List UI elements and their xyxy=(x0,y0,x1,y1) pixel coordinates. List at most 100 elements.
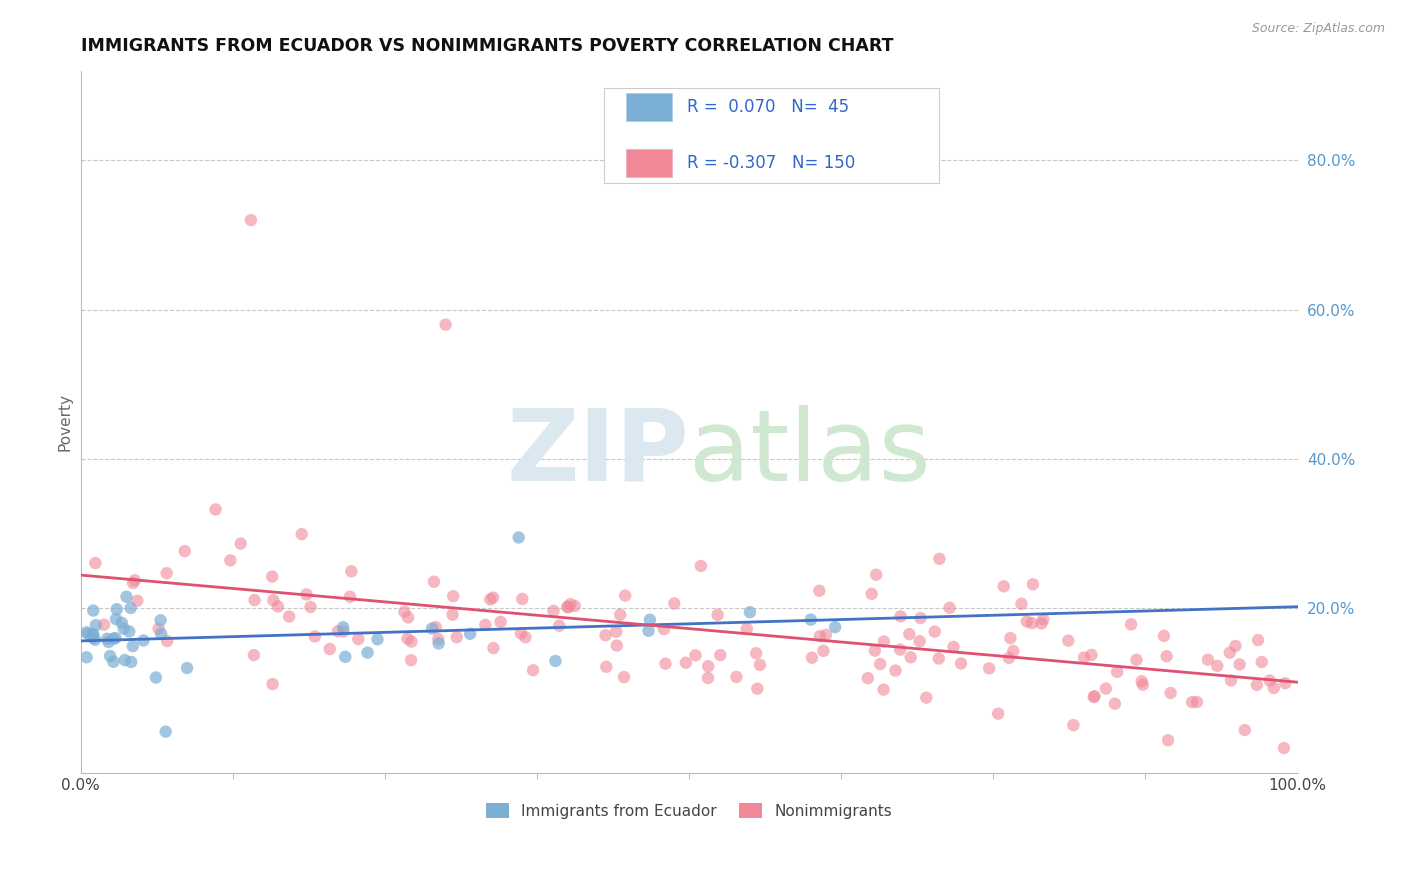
Point xyxy=(1062,718,1084,732)
Y-axis label: Poverty: Poverty xyxy=(58,392,72,450)
Point xyxy=(441,607,464,622)
Point xyxy=(638,613,661,627)
Point xyxy=(928,551,950,566)
Point xyxy=(690,559,713,574)
Point xyxy=(889,642,911,657)
Point xyxy=(1153,629,1175,643)
Point xyxy=(482,591,505,605)
Point xyxy=(1157,733,1180,747)
Legend: Immigrants from Ecuador, Nonimmigrants: Immigrants from Ecuador, Nonimmigrants xyxy=(479,797,898,825)
Point xyxy=(884,664,907,678)
Point xyxy=(1080,648,1102,662)
Point xyxy=(97,635,120,649)
Point xyxy=(1125,653,1147,667)
Point xyxy=(396,632,419,646)
Point xyxy=(82,631,104,645)
Point xyxy=(115,590,138,604)
Point xyxy=(738,605,761,619)
Point xyxy=(814,628,837,642)
Point xyxy=(295,587,318,601)
Point xyxy=(890,609,912,624)
Point xyxy=(910,611,932,625)
Point xyxy=(427,636,450,650)
Point xyxy=(1107,665,1129,679)
Point xyxy=(808,629,831,643)
Point xyxy=(304,630,326,644)
Point xyxy=(219,553,242,567)
Point xyxy=(613,670,636,684)
Point xyxy=(132,633,155,648)
Point xyxy=(121,639,143,653)
Point xyxy=(747,681,769,696)
Point xyxy=(1095,681,1118,696)
Point xyxy=(725,670,748,684)
Point xyxy=(1000,631,1022,645)
Point xyxy=(76,650,98,665)
Point xyxy=(813,644,835,658)
Point xyxy=(1181,695,1204,709)
Point xyxy=(979,661,1001,675)
Point xyxy=(908,634,931,648)
Point xyxy=(243,593,266,607)
Point xyxy=(103,632,125,646)
Point xyxy=(1258,673,1281,688)
Point xyxy=(427,632,450,647)
Point xyxy=(278,609,301,624)
Point xyxy=(82,628,104,642)
Point xyxy=(291,527,314,541)
Point xyxy=(1197,653,1219,667)
Point xyxy=(544,654,567,668)
Text: R =  0.070   N=  45: R = 0.070 N= 45 xyxy=(686,98,849,116)
Point xyxy=(664,597,686,611)
Point xyxy=(176,661,198,675)
Point xyxy=(104,631,127,645)
Point xyxy=(709,648,731,662)
Point xyxy=(675,656,697,670)
Point xyxy=(122,576,145,591)
Point xyxy=(105,612,128,626)
Point xyxy=(1247,633,1270,648)
Point xyxy=(697,671,720,685)
Point xyxy=(347,632,370,646)
Point xyxy=(434,318,457,332)
Point xyxy=(949,657,972,671)
Point xyxy=(560,597,582,611)
Point xyxy=(155,724,177,739)
Point xyxy=(76,625,98,640)
Text: atlas: atlas xyxy=(689,405,931,502)
Point xyxy=(1185,695,1208,709)
Point xyxy=(1119,617,1142,632)
Point xyxy=(82,627,104,641)
Point xyxy=(685,648,707,663)
Point xyxy=(860,587,883,601)
Point xyxy=(706,607,728,622)
Point xyxy=(1272,741,1295,756)
Point xyxy=(356,646,378,660)
Point xyxy=(114,653,136,667)
Point xyxy=(98,648,121,663)
Point xyxy=(96,632,118,646)
Point xyxy=(399,653,422,667)
Text: Source: ZipAtlas.com: Source: ZipAtlas.com xyxy=(1251,22,1385,36)
Point xyxy=(637,624,659,638)
Point xyxy=(745,646,768,660)
Point xyxy=(1246,678,1268,692)
Point xyxy=(872,682,894,697)
Point xyxy=(1015,615,1038,629)
Point xyxy=(339,590,361,604)
Point xyxy=(82,603,104,617)
Point xyxy=(1219,646,1241,660)
Point xyxy=(479,592,502,607)
Point xyxy=(564,599,586,613)
Point xyxy=(267,599,290,614)
Bar xyxy=(626,149,672,177)
Point xyxy=(1130,674,1153,689)
Point xyxy=(508,531,530,545)
Point xyxy=(1057,633,1080,648)
Point xyxy=(515,630,537,644)
Point xyxy=(557,600,579,615)
Point xyxy=(396,610,419,624)
Point xyxy=(863,643,886,657)
Point xyxy=(898,627,921,641)
Point xyxy=(441,589,464,603)
